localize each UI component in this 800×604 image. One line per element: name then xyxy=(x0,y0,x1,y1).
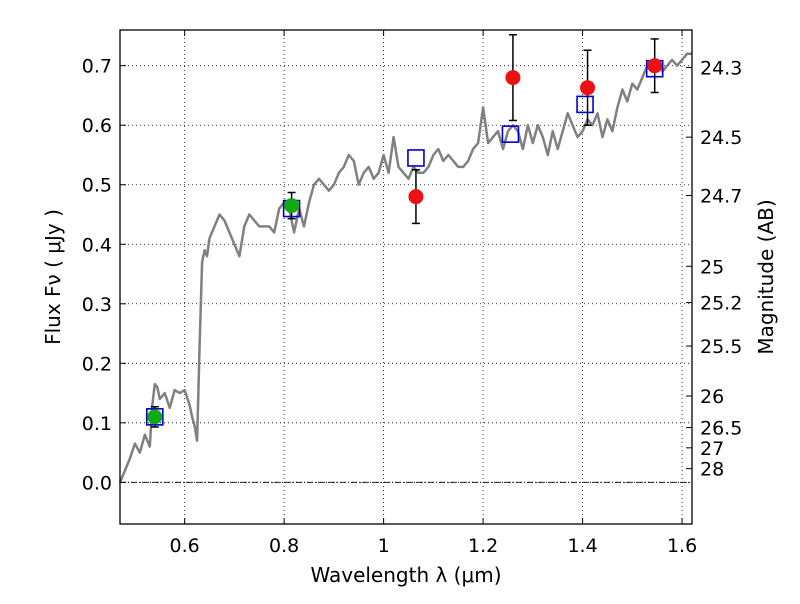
y2-tick-label: 28 xyxy=(700,459,724,481)
y2-tick-label: 24.3 xyxy=(700,57,742,79)
model-point-group xyxy=(146,59,664,426)
y2-tick-label: 25.5 xyxy=(700,336,742,358)
y2-tick-label: 27 xyxy=(700,438,724,460)
x-axis-title: Wavelength λ (μm) xyxy=(310,563,501,587)
x-tick-label: 1.4 xyxy=(567,535,597,557)
observed-point-group xyxy=(147,58,663,425)
x-tick-label: 1.6 xyxy=(667,535,697,557)
plot-frame xyxy=(119,29,693,525)
y-tick-label: 0.0 xyxy=(82,472,112,494)
observed-point xyxy=(647,58,663,74)
model-point-square xyxy=(407,149,425,167)
y-tick-label: 0.7 xyxy=(82,56,112,78)
y-tick-label: 0.1 xyxy=(82,413,112,435)
x-tick-label: 0.8 xyxy=(269,535,299,557)
model-spectrum-line xyxy=(118,52,692,483)
y2-tick-label: 26.5 xyxy=(700,418,742,440)
y-tick-label: 0.5 xyxy=(82,175,112,197)
y-tick-label: 0.3 xyxy=(82,294,112,316)
y2-tick-label: 26 xyxy=(700,386,724,408)
x-tick-label: 0.6 xyxy=(170,535,200,557)
y-tick-label: 0.4 xyxy=(82,234,112,256)
observed-point xyxy=(284,198,300,214)
spectrum-group xyxy=(118,52,692,483)
y2-tick-label: 24.5 xyxy=(700,127,742,149)
y-tick-label: 0.2 xyxy=(82,353,112,375)
model-point-square xyxy=(501,125,520,143)
x-tick-label: 1.2 xyxy=(468,535,498,557)
y2-axis-title: Magnitude (AB) xyxy=(754,199,778,354)
y2-tick-label: 25.2 xyxy=(700,293,742,315)
observed-point xyxy=(147,409,163,425)
tick-group: 0.6 0.8 1 1.2 1.4 1.6 0.0 0.1 0.2 0.3 0.4 0.5 0.6 0.7… xyxy=(82,30,742,557)
y2-tick-label: 24.7 xyxy=(700,185,742,207)
observed-point xyxy=(505,70,521,86)
x-tick-label: 1 xyxy=(378,535,390,557)
y-tick-label: 0.6 xyxy=(82,115,112,137)
model-point-square xyxy=(576,95,594,114)
observed-point xyxy=(580,80,596,96)
y2-tick-label: 25 xyxy=(700,256,724,278)
observed-point xyxy=(408,189,424,205)
y-axis-title: Flux Fν ( μJy ) xyxy=(41,209,65,345)
model-point-square xyxy=(146,408,164,426)
